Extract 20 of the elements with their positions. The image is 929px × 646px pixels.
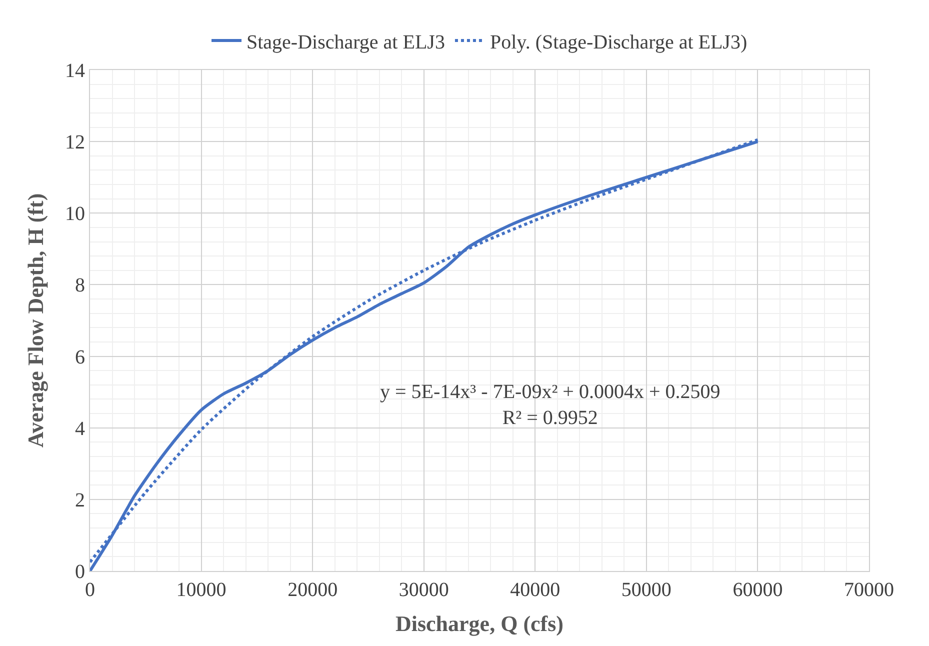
- x-tick-label: 60000: [732, 579, 783, 601]
- y-tick-label: 8: [75, 274, 85, 297]
- legend-label: Poly. (Stage-Discharge at ELJ3): [490, 31, 748, 54]
- x-tick-label: 30000: [398, 579, 449, 601]
- y-tick-label: 10: [65, 203, 85, 226]
- x-tick-label: 40000: [510, 579, 560, 601]
- x-tick-label: 10000: [176, 579, 226, 601]
- x-tick-label: 70000: [844, 579, 894, 601]
- legend-label: Stage-Discharge at ELJ3: [246, 31, 445, 54]
- x-tick-label: 20000: [288, 579, 338, 601]
- y-tick-label: 14: [65, 60, 85, 82]
- y-tick-label: 2: [75, 489, 85, 512]
- annotation: y = 5E-14x³ - 7E-09x² + 0.0004x + 0.2509 R² = 0.9952: [380, 381, 720, 429]
- y-tick-label: 12: [65, 132, 85, 154]
- x-axis-title: Discharge, Q (cfs): [395, 610, 564, 636]
- x-tick-label: 50000: [621, 579, 672, 601]
- y-axis-title: Average Flow Depth, H (ft): [22, 193, 48, 448]
- y-tick-label: 0: [75, 561, 85, 583]
- y-tick-label: 6: [75, 346, 85, 368]
- y-tick-label: 4: [75, 418, 85, 440]
